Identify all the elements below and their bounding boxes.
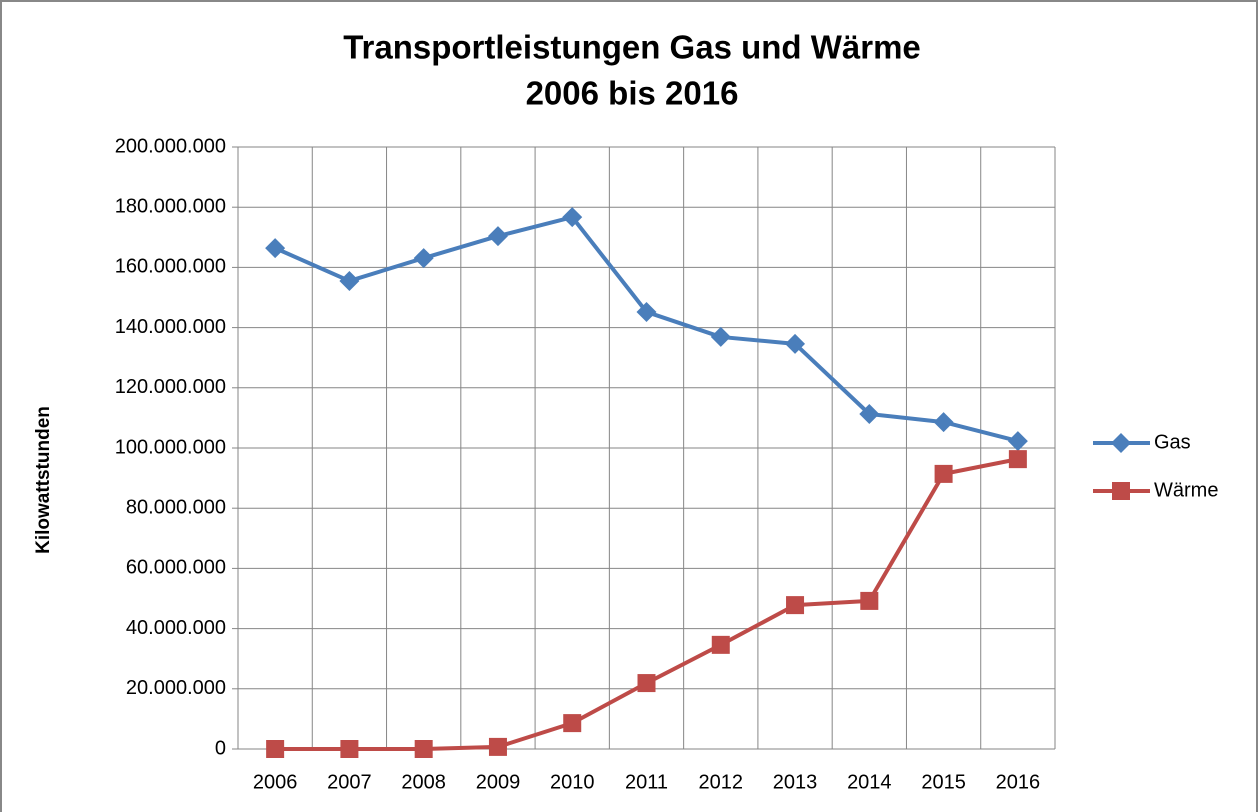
y-tick-label: 200.000.000 <box>115 135 226 157</box>
x-tick-label: 2010 <box>550 771 595 793</box>
data-point <box>562 207 583 228</box>
data-point <box>563 714 582 733</box>
data-point <box>637 674 656 693</box>
data-point <box>266 740 285 758</box>
data-point <box>265 238 286 259</box>
y-tick-label: 160.000.000 <box>115 256 226 278</box>
chart-subtitle: 2006 bis 2016 <box>526 75 739 112</box>
data-point <box>636 301 657 322</box>
x-tick-label: 2006 <box>253 771 298 793</box>
data-point <box>785 333 806 354</box>
y-tick-label: 0 <box>215 737 226 759</box>
x-tick-label: 2009 <box>476 771 521 793</box>
y-tick-label: 140.000.000 <box>115 316 226 338</box>
data-point <box>413 248 434 269</box>
data-point <box>339 270 360 291</box>
data-point <box>933 412 954 433</box>
y-tick-label: 180.000.000 <box>115 195 226 217</box>
y-tick-label: 20.000.000 <box>126 677 226 699</box>
x-tick-label: 2015 <box>921 771 966 793</box>
data-point <box>860 591 879 610</box>
y-axis-title: Kilowattstunden <box>33 406 54 554</box>
x-tick-label: 2012 <box>699 771 744 793</box>
data-point <box>786 596 805 615</box>
y-tick-label: 40.000.000 <box>126 617 226 639</box>
data-point <box>1008 450 1027 469</box>
x-tick-label: 2016 <box>996 771 1041 793</box>
data-point <box>340 740 359 758</box>
legend-label: Wärme <box>1154 479 1218 501</box>
data-point <box>711 635 730 654</box>
legend-marker <box>1111 433 1131 453</box>
data-point <box>414 740 433 758</box>
legend-marker <box>1112 482 1130 500</box>
y-tick-label: 100.000.000 <box>115 436 226 458</box>
x-tick-label: 2008 <box>401 771 446 793</box>
data-point <box>488 737 507 756</box>
chart-title: Transportleistungen Gas und Wärme <box>343 29 921 66</box>
x-tick-label: 2011 <box>625 771 668 793</box>
data-point <box>1007 431 1028 452</box>
x-tick-label: 2014 <box>847 771 892 793</box>
data-point <box>710 326 731 347</box>
legend-label: Gas <box>1154 431 1191 453</box>
x-tick-label: 2007 <box>327 771 372 793</box>
y-tick-label: 80.000.000 <box>126 496 226 518</box>
y-tick-label: 120.000.000 <box>115 376 226 398</box>
data-point <box>487 226 508 247</box>
x-tick-label: 2013 <box>773 771 818 793</box>
data-point <box>859 403 880 424</box>
data-point <box>934 464 953 483</box>
y-tick-label: 60.000.000 <box>126 557 226 579</box>
